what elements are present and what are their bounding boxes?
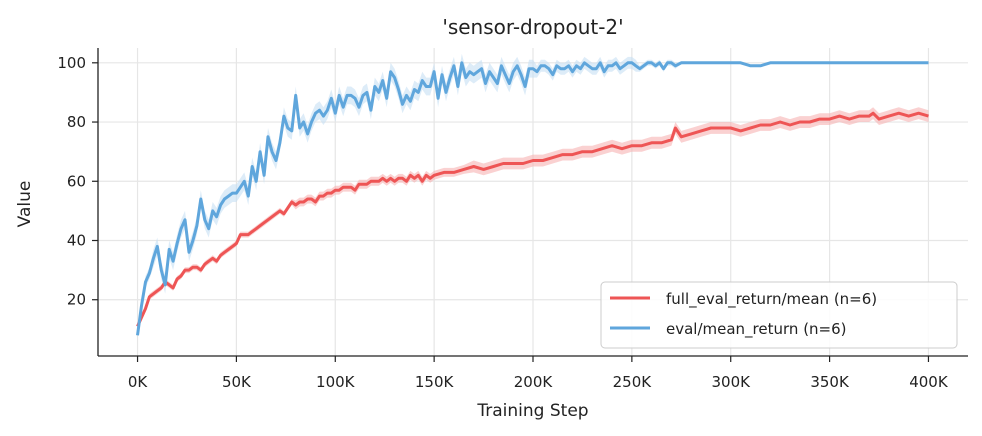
x-tick-label: 300K: [711, 373, 751, 391]
y-axis-label: Value: [15, 181, 35, 228]
y-tick-label: 60: [67, 172, 86, 190]
series-line-0: [136, 111, 929, 328]
x-axis-label: Training Step: [476, 401, 588, 421]
x-tick-label: 400K: [909, 373, 949, 391]
x-tick-label: 0K: [128, 373, 149, 391]
y-tick-label: 20: [67, 291, 86, 309]
x-tick-label: 200K: [514, 373, 554, 391]
legend-label-eval-mean: eval/mean_return (n=6): [666, 320, 847, 339]
x-tick-label: 250K: [613, 373, 653, 391]
y-tick-label: 80: [67, 113, 86, 131]
legend: full_eval_return/mean (n=6) eval/mean_re…: [600, 281, 958, 349]
y-axis-ticks: 20 40 60 80 100: [57, 54, 98, 309]
x-axis-ticks: 0K 50K 100K 150K 200K 250K 300K 350K 400K: [128, 356, 949, 391]
x-tick-label: 100K: [316, 373, 356, 391]
x-tick-label: 150K: [415, 373, 455, 391]
y-tick-label: 100: [57, 54, 86, 72]
series-lines: [136, 61, 929, 336]
legend-box: [600, 281, 958, 349]
chart-title: 'sensor-dropout-2': [442, 15, 623, 39]
x-tick-label: 350K: [810, 373, 850, 391]
series-line-1: [136, 61, 929, 336]
legend-label-full-eval: full_eval_return/mean (n=6): [666, 290, 877, 309]
x-tick-label: 50K: [222, 373, 252, 391]
y-tick-label: 40: [67, 232, 86, 250]
